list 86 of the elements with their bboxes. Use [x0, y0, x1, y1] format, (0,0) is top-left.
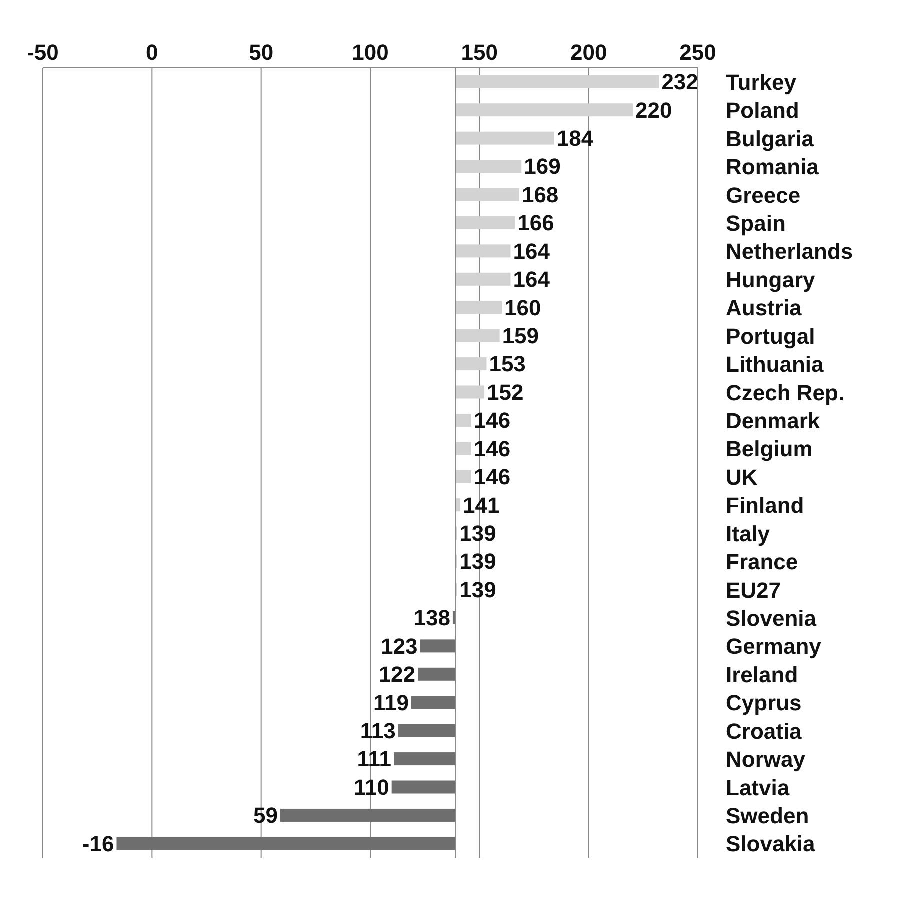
bar [116, 837, 456, 850]
bar [420, 640, 456, 653]
data-label: 113 [360, 718, 396, 744]
data-label: 139 [460, 577, 496, 602]
bar [455, 272, 511, 286]
bar [418, 668, 456, 681]
bar [455, 160, 522, 174]
y-tick-label: Latvia [726, 775, 790, 800]
bar [455, 470, 472, 484]
bar [455, 75, 660, 88]
y-tick-label: Bulgaria [726, 126, 815, 152]
data-label: 110 [354, 774, 390, 800]
bar [398, 724, 456, 738]
y-tick-label: Belgium [726, 436, 813, 462]
y-tick-label: UK [726, 464, 758, 490]
y-tick-label: Portugal [726, 324, 816, 349]
data-label: 169 [524, 154, 561, 180]
data-label: 232 [662, 70, 698, 95]
bar [411, 696, 456, 710]
bar [455, 414, 472, 427]
bar [455, 329, 500, 342]
y-tick-label: Sweden [726, 803, 810, 828]
x-tick-label: 200 [570, 40, 608, 65]
y-tick-label: Cyprus [726, 690, 802, 716]
y-tick-label: France [726, 550, 798, 575]
bar [455, 301, 502, 314]
y-tick-label: Turkey [726, 70, 798, 95]
x-tick-label: 100 [352, 40, 389, 65]
bar [455, 358, 487, 371]
y-tick-label: Poland [726, 98, 800, 124]
bar [280, 808, 456, 822]
bar [455, 132, 554, 145]
y-tick-label: Romania [726, 154, 820, 180]
bar [392, 780, 456, 794]
y-tick-label: Austria [726, 296, 803, 321]
data-label: 139 [460, 521, 496, 546]
y-tick-label: Spain [726, 210, 786, 236]
data-label: 220 [636, 98, 672, 123]
data-label: 122 [378, 662, 416, 688]
data-label: 139 [460, 549, 496, 574]
data-label: 123 [381, 634, 418, 659]
y-tick-label: Italy [726, 521, 771, 546]
data-label: -16 [82, 831, 114, 856]
data-label: 141 [463, 492, 500, 518]
data-label: 168 [522, 182, 559, 208]
bar [455, 188, 520, 202]
y-tick-label: Croatia [726, 718, 803, 744]
data-label: 166 [518, 210, 554, 236]
y-tick-label: Netherlands [726, 239, 854, 264]
bar [455, 442, 472, 456]
y-tick-label: Finland [726, 493, 804, 518]
data-label: 160 [504, 295, 542, 320]
data-label: 146 [474, 464, 511, 490]
data-label: 138 [414, 606, 450, 631]
bar [394, 752, 456, 766]
y-tick-label: Hungary [726, 267, 816, 292]
data-label: 152 [487, 380, 524, 405]
x-tick-label: 250 [680, 40, 716, 65]
bar [455, 244, 511, 258]
x-tick-label: 50 [249, 40, 274, 65]
y-tick-label: Lithuania [726, 352, 825, 378]
data-label: 59 [254, 803, 278, 828]
data-label: 153 [489, 352, 526, 377]
y-tick-label: Germany [726, 634, 822, 660]
y-tick-label: Ireland [726, 662, 798, 688]
data-label: 146 [474, 408, 511, 434]
y-tick-label: Czech Rep. [726, 380, 845, 406]
y-tick-label: Norway [726, 747, 806, 772]
data-label: 164 [513, 238, 551, 264]
y-tick-label: Denmark [726, 408, 821, 434]
x-tick-label: -50 [27, 40, 59, 65]
bar [455, 216, 516, 230]
bar [455, 386, 485, 399]
data-label: 184 [556, 126, 594, 152]
y-tick-label: Slovenia [726, 606, 818, 631]
x-tick-label: 0 [146, 40, 158, 65]
y-tick-label: Greece [726, 182, 801, 208]
y-tick-label: EU27 [726, 578, 782, 603]
y-tick-label: Slovakia [726, 832, 816, 857]
data-label: 146 [474, 436, 511, 462]
x-tick-label: 150 [461, 40, 498, 65]
bar [455, 104, 633, 117]
data-label: 119 [373, 690, 409, 716]
data-label: 111 [357, 746, 392, 772]
data-label: 159 [502, 324, 540, 349]
data-label: 164 [513, 267, 551, 292]
